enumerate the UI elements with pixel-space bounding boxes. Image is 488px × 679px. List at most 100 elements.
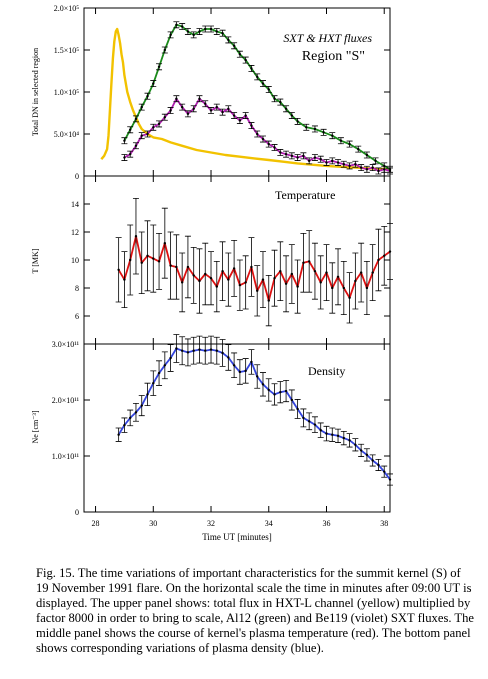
flux-series-0-line — [100, 27, 391, 171]
density-data-point — [140, 404, 143, 407]
flux-data-point — [307, 159, 311, 163]
flux-data-point — [140, 105, 143, 109]
flux-data-point — [279, 151, 282, 154]
temperature-data-point — [325, 271, 328, 274]
flux-data-point — [152, 82, 155, 85]
flux-data-point — [238, 119, 242, 122]
flux-data-point — [227, 107, 230, 111]
density-data-point — [296, 407, 299, 411]
temperature-data-point — [186, 265, 190, 269]
flux-data-point — [305, 126, 308, 129]
temperature-data-point — [221, 270, 224, 273]
temperature-panel-title: Temperature — [275, 188, 335, 202]
flux-data-point — [128, 128, 132, 131]
flux-data-point — [267, 88, 270, 91]
temperature-ytick-label: 12 — [71, 228, 79, 237]
density-data-point — [319, 429, 322, 432]
density-data-point — [377, 463, 380, 467]
density-data-point — [238, 370, 242, 374]
temperature-series-0-line — [117, 235, 391, 302]
density-data-point — [163, 364, 167, 367]
density-data-point — [227, 356, 230, 359]
density-data-point — [325, 432, 328, 435]
flux-data-point — [157, 65, 161, 69]
flux-data-point — [284, 107, 288, 111]
flux-data-point — [238, 53, 242, 56]
flux-data-point — [284, 152, 288, 156]
flux-data-point — [336, 161, 340, 164]
flux-data-point — [348, 164, 351, 168]
density-data-point — [284, 389, 288, 393]
flux-data-point — [204, 102, 207, 105]
flux-data-point — [221, 110, 224, 114]
temperature-data-point — [284, 282, 288, 285]
flux-data-point — [244, 58, 247, 62]
temperature-data-point — [244, 281, 247, 284]
density-data-point — [342, 436, 346, 440]
temperature-data-point — [371, 271, 374, 274]
flux-data-point — [204, 27, 207, 31]
temperature-data-point — [180, 281, 184, 284]
density-ytick-label: 3.0×10¹¹ — [52, 340, 80, 349]
temperature-data-point — [313, 270, 317, 273]
density-data-point — [250, 360, 253, 364]
flux-data-point — [296, 156, 299, 159]
flux-data-point — [192, 107, 195, 111]
x-tick-label: 38 — [380, 519, 388, 528]
density-data-point — [256, 375, 259, 378]
flux-data-point — [157, 122, 161, 126]
flux-data-point — [123, 156, 126, 159]
temperature-data-point — [146, 254, 149, 257]
temperature-data-point — [354, 279, 357, 283]
temperature-data-point — [204, 272, 207, 276]
flux-data-point — [377, 169, 380, 173]
density-data-point — [313, 423, 317, 426]
flux-data-point — [302, 154, 305, 158]
temperature-data-point — [169, 264, 172, 267]
density-data-point — [273, 393, 276, 396]
flux-data-point — [342, 163, 346, 166]
flux-data-point — [215, 30, 218, 33]
flux-data-point — [169, 33, 172, 37]
flux-data-point — [290, 114, 294, 117]
flux-panel-subtitle: Region "S" — [302, 49, 365, 64]
flux-data-point — [331, 159, 334, 163]
x-tick-label: 30 — [149, 519, 157, 528]
density-data-point — [261, 383, 265, 386]
flux-data-point — [267, 142, 270, 146]
flux-series-1-line — [123, 23, 391, 171]
density-data-point — [169, 356, 172, 360]
density-ytick-label: 2.0×10¹¹ — [52, 396, 80, 405]
temperature-ytick-label: 10 — [71, 256, 79, 265]
temperature-data-point — [365, 286, 369, 290]
temperature-ytick-label: 8 — [75, 284, 79, 293]
flux-panel-title: SXT & HXT fluxes — [283, 31, 372, 45]
flux-data-point — [357, 147, 360, 151]
flux-data-point — [359, 166, 363, 169]
flux-data-point — [348, 142, 351, 146]
flux-data-point — [140, 134, 143, 137]
temperature-data-point — [175, 265, 178, 269]
flux-data-point — [365, 168, 369, 171]
flux-data-point — [290, 154, 294, 158]
flux-data-point — [198, 30, 201, 33]
flux-data-point — [128, 152, 132, 156]
temperature-data-point — [302, 261, 305, 264]
flux-data-point — [256, 132, 259, 136]
flux-panel: 0 5.0×10⁴ 1.0×10⁵ 1.5×10⁵ 2.0×10⁵ SXT & HXT … — [31, 4, 393, 181]
temperature-panel-marks — [115, 198, 393, 327]
flux-data-point — [192, 33, 195, 37]
flux-data-point — [325, 161, 328, 164]
density-panel-ticks: 0 1.0×10¹¹ 2.0×10¹¹ 3.0×10¹¹ 28 30 32 34 36 38 — [52, 340, 390, 528]
temperature-data-point — [128, 258, 132, 262]
density-data-point — [290, 398, 294, 402]
temperature-data-point — [336, 275, 340, 278]
density-data-point — [204, 349, 207, 352]
x-tick-label: 36 — [322, 519, 330, 528]
temperature-panel-ylabel: T [MK] — [31, 248, 40, 273]
temperature-data-point — [261, 278, 265, 281]
temperature-ytick-label: 14 — [71, 200, 79, 209]
figure-caption: Fig. 15. The time variations of importan… — [36, 566, 474, 655]
density-data-point — [152, 382, 155, 385]
flux-data-point — [354, 163, 357, 166]
